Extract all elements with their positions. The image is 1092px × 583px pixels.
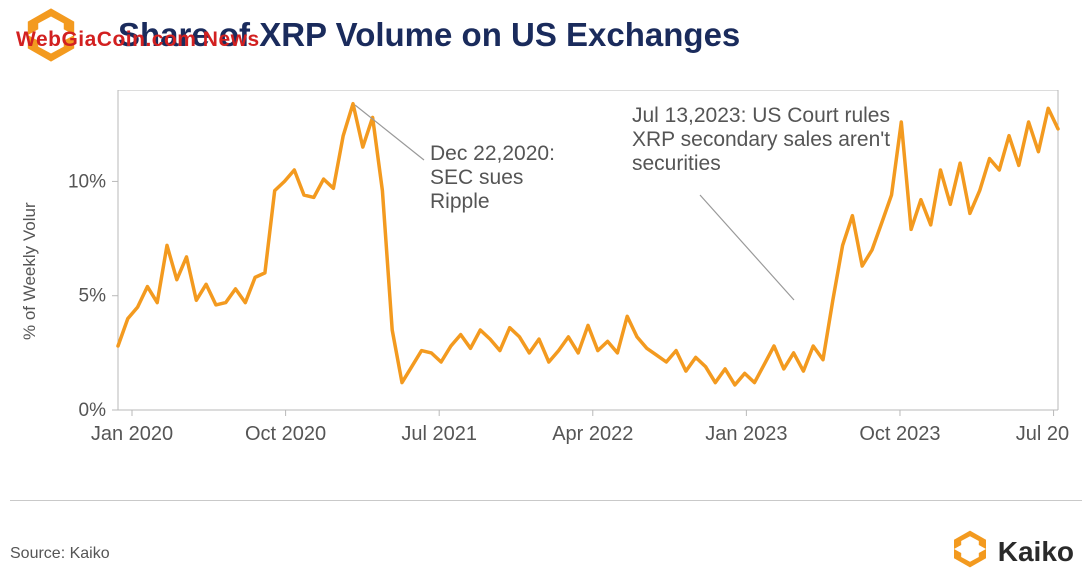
annotation-callout-line [355,105,424,160]
annotation-court-ruling: Jul 13,2023: US Court rules [632,104,890,127]
brand-block: Kaiko [950,529,1074,574]
source-text: Source: Kaiko [10,545,110,563]
x-tick-label: Jan 2020 [91,423,173,445]
data-line [118,104,1058,385]
header: Share of XRP Volume on US Exchanges WebG… [10,0,1082,70]
annotation-court-ruling: securities [632,152,721,175]
x-tick-label: Oct 2020 [245,423,326,445]
annotation-sec-lawsuit: SEC sues [430,166,523,189]
x-tick-label: Jul 2021 [401,423,477,445]
x-tick-label: Oct 2023 [859,423,940,445]
brand-name: Kaiko [998,536,1074,568]
x-tick-label: Apr 2022 [552,423,633,445]
y-tick-label: 0% [79,400,107,421]
footer: Source: Kaiko Kaiko [10,525,1082,575]
annotation-court-ruling: XRP secondary sales aren't [632,128,890,151]
annotation-sec-lawsuit: Dec 22,2020: [430,142,555,165]
x-tick-label: Jan 2023 [705,423,787,445]
annotation-callout-line [700,195,794,300]
divider-line [10,500,1082,501]
line-chart: 0% 5% 10% Jan 2020 Oct 2020 Jul 2021 Apr 2022 J… [10,90,1070,470]
chart-container: % of Weekly Volur 0%5%10%Jan 2020Oct 202… [10,90,1070,470]
watermark-text: WebGiaCoin.com News [16,28,260,52]
brand-logo-icon [950,529,990,574]
y-tick-label: 10% [68,171,106,192]
y-tick-label: 5% [79,286,107,307]
x-tick-label: Jul 2024 [1016,423,1070,445]
annotation-sec-lawsuit: Ripple [430,190,490,213]
page-root: Share of XRP Volume on US Exchanges WebG… [0,0,1092,583]
